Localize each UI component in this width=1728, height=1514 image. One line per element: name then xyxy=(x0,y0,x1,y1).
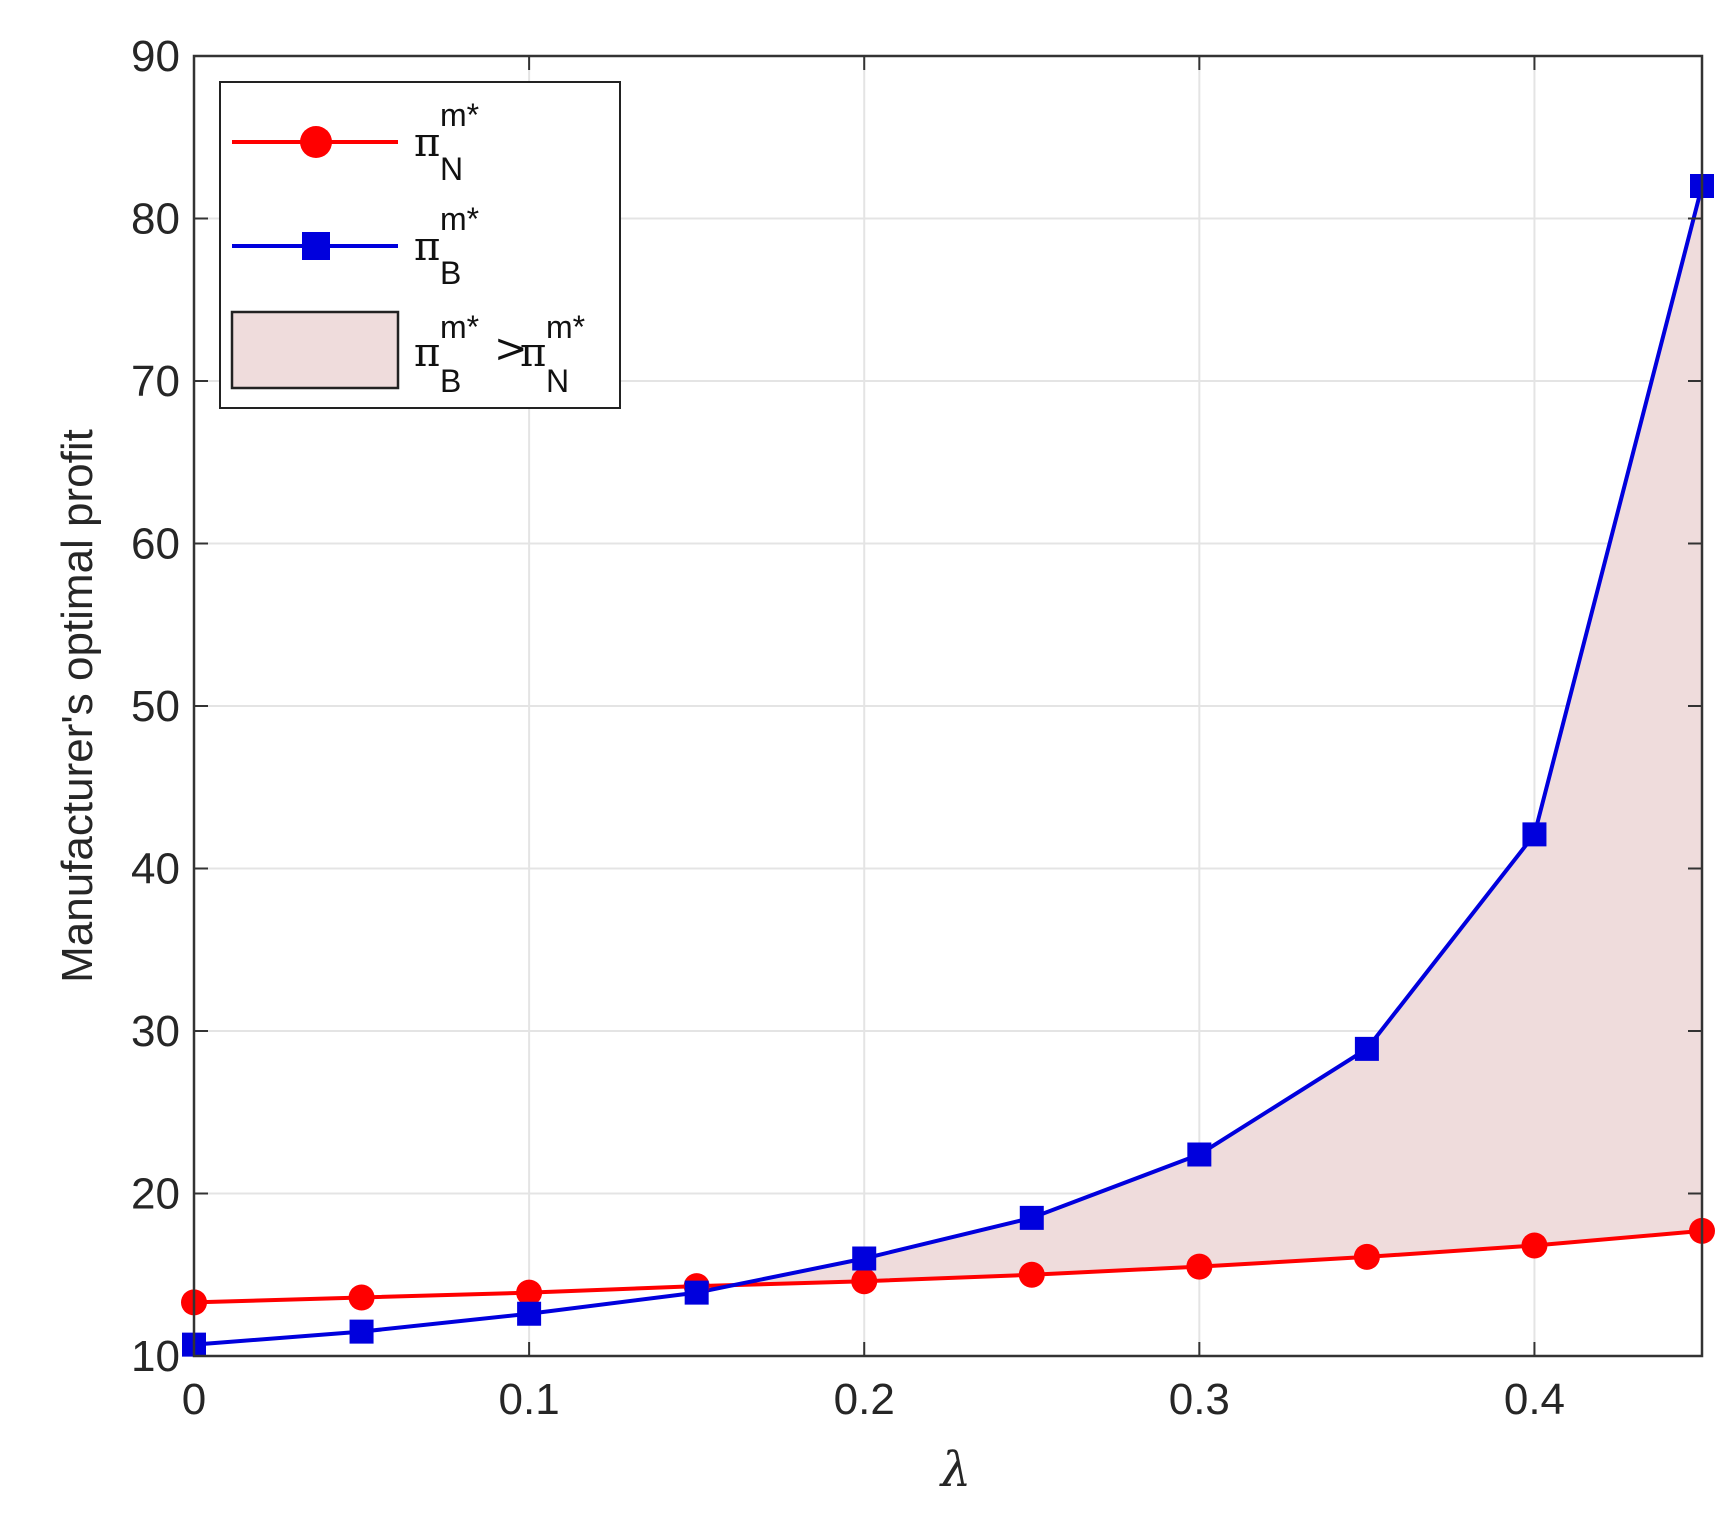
y-axis-label: Manufacturer's optimal profit xyxy=(53,429,102,983)
legend-label-sub: N xyxy=(546,363,569,399)
legend-label-sup: m* xyxy=(546,309,585,345)
legend-label-base: π xyxy=(414,224,440,270)
legend-item-fill-region: π m* B > π m* N xyxy=(230,309,585,399)
legend-label-operator: > xyxy=(494,326,528,372)
legend: π m* N π m* B π m* B > π m* N xyxy=(219,81,621,409)
series-line-pi-n xyxy=(193,1228,1703,1305)
legend-label-sub: B xyxy=(440,363,461,399)
data-point-pi-b xyxy=(684,1280,709,1305)
legend-label-sub: N xyxy=(440,151,463,187)
legend-marker-circle xyxy=(300,126,332,158)
legend-item-pi-b: π m* B xyxy=(232,201,479,291)
y-tick-label: 20 xyxy=(131,1170,180,1219)
data-point-pi-n xyxy=(348,1284,375,1311)
data-point-pi-n xyxy=(1018,1261,1045,1288)
x-tick-label: 0.1 xyxy=(499,1375,560,1424)
data-point-pi-n xyxy=(1353,1243,1380,1270)
legend-item-pi-n: π m* N xyxy=(232,97,479,187)
data-point-pi-n xyxy=(851,1268,878,1295)
legend-swatch-fill xyxy=(230,310,400,390)
axes-layer xyxy=(192,54,1704,1358)
y-tick-label: 40 xyxy=(131,845,180,894)
y-tick-label: 50 xyxy=(131,682,180,731)
x-tick-label: 0.4 xyxy=(1504,1375,1565,1424)
data-point-pi-b xyxy=(852,1246,877,1271)
x-tick-label: 0.2 xyxy=(834,1375,895,1424)
series-line-pi-b xyxy=(193,185,1704,1347)
data-point-pi-b xyxy=(1187,1142,1212,1167)
y-tick-label: 60 xyxy=(131,520,180,569)
data-point-pi-n xyxy=(1186,1253,1213,1280)
y-tick-label: 80 xyxy=(131,195,180,244)
x-tick-label: 0 xyxy=(182,1375,206,1424)
tick-labels: 0 0.1 0.2 0.3 0.4 10 20 30 40 50 60 70 80 90 xyxy=(131,32,1565,1424)
y-tick-label: 30 xyxy=(131,1007,180,1056)
legend-label-sup: m* xyxy=(440,309,479,345)
y-tick-label: 90 xyxy=(131,32,180,81)
legend-label-sub: B xyxy=(440,255,461,291)
legend-label-sup: m* xyxy=(440,97,479,133)
legend-marker-square xyxy=(302,232,330,260)
fill-region-layer xyxy=(733,186,1702,1286)
legend-label-base: π xyxy=(414,330,440,376)
data-point-pi-b xyxy=(517,1301,542,1326)
legend-label-base: π xyxy=(520,330,546,376)
y-tick-label: 70 xyxy=(131,357,180,406)
data-point-pi-n xyxy=(1521,1232,1548,1259)
legend-label-base: π xyxy=(414,120,440,166)
data-point-pi-b xyxy=(349,1319,374,1344)
data-point-pi-n xyxy=(516,1279,543,1306)
x-tick-label: 0.3 xyxy=(1169,1375,1230,1424)
legend-label-sup: m* xyxy=(440,201,479,237)
data-point-pi-b xyxy=(1522,822,1547,847)
data-point-pi-b xyxy=(1019,1205,1044,1230)
fill-region-area xyxy=(733,186,1702,1286)
x-axis-label: λ xyxy=(939,1442,971,1498)
y-tick-label: 10 xyxy=(131,1332,180,1381)
data-point-pi-b xyxy=(1354,1036,1379,1061)
